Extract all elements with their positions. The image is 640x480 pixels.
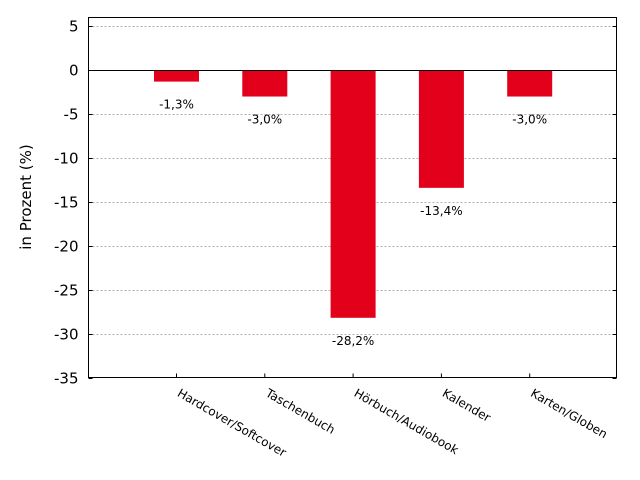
y-tick-label: -30 — [54, 326, 79, 344]
data-label: -3,0% — [247, 113, 282, 127]
bars — [154, 70, 553, 318]
x-tick-label: Kalender — [440, 386, 493, 425]
y-tick-label: 5 — [69, 18, 79, 36]
data-labels: -1,3% -3,0% -28,2% -13,4% -3,0% — [159, 98, 547, 348]
y-axis-title: in Prozent (%) — [17, 144, 35, 249]
y-tick-label: 0 — [69, 62, 79, 80]
bar — [330, 70, 376, 318]
data-label: -3,0% — [512, 113, 547, 127]
data-label: -28,2% — [332, 334, 374, 348]
x-tick-label: Karten/Globen — [528, 386, 610, 441]
bar — [242, 70, 288, 97]
y-axis-ticks: 5 0 -5 -10 -15 -20 -25 -30 -35 — [54, 18, 617, 388]
data-label: -1,3% — [159, 98, 194, 112]
y-tick-label: -35 — [54, 370, 79, 388]
y-tick-label: -15 — [54, 194, 79, 212]
plot-frame — [88, 17, 617, 378]
y-tick-label: -25 — [54, 282, 79, 300]
y-tick-label: -10 — [54, 150, 79, 168]
data-label: -13,4% — [420, 204, 462, 218]
bar — [154, 70, 199, 82]
bar — [418, 70, 464, 188]
bar — [507, 70, 553, 97]
y-tick-label: -5 — [64, 106, 79, 124]
y-tick-label: -20 — [54, 238, 79, 256]
x-tick-label: Taschenbuch — [262, 385, 337, 436]
